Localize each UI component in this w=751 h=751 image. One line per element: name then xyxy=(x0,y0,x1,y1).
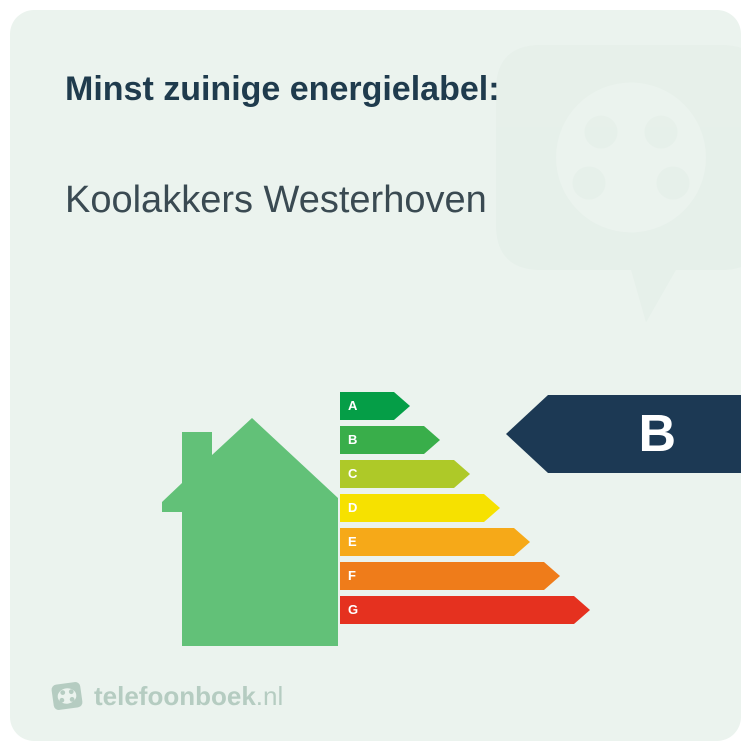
result-badge: B xyxy=(506,395,741,473)
bar-letter: G xyxy=(348,596,358,624)
bar-letter: F xyxy=(348,562,356,590)
footer: telefoonboek.nl xyxy=(50,679,283,713)
house-icon xyxy=(160,410,340,650)
bar-letter: D xyxy=(348,494,357,522)
content-area: Minst zuinige energielabel: Koolakkers W… xyxy=(10,10,741,222)
brand-icon xyxy=(50,679,84,713)
bar-letter: B xyxy=(348,426,357,454)
bar-letter: A xyxy=(348,392,357,420)
brand-text: telefoonboek.nl xyxy=(94,681,283,712)
bar-letter: C xyxy=(348,460,357,488)
info-card: Minst zuinige energielabel: Koolakkers W… xyxy=(10,10,741,741)
badge-letter: B xyxy=(638,395,676,473)
card-title: Minst zuinige energielabel: xyxy=(65,70,686,109)
card-subtitle: Koolakkers Westerhoven xyxy=(65,179,686,222)
brand-name-light: .nl xyxy=(256,681,283,712)
badge-shape xyxy=(506,395,741,473)
brand-name-bold: telefoonboek xyxy=(94,681,256,712)
bar-letter: E xyxy=(348,528,357,556)
